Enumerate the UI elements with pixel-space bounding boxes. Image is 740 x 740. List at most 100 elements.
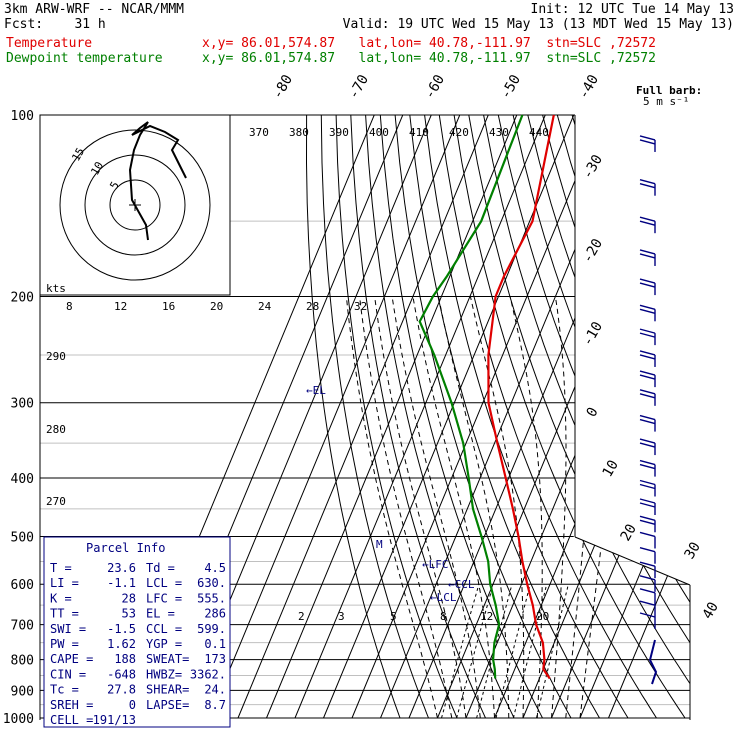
wind-barb-flag	[639, 502, 656, 508]
moist-adiabat	[551, 296, 567, 719]
wind-barb-flag	[639, 547, 656, 553]
valid-time: Valid: 19 UTC Wed 15 May 13 (13 MDT Wed …	[342, 17, 734, 32]
wind-barb-flag	[639, 278, 656, 284]
theta-e-label: 24	[258, 300, 272, 313]
mixing-ratio-line	[536, 584, 569, 719]
wind-barb-flag	[639, 515, 656, 521]
parcel-info-cell: 173	[204, 652, 226, 666]
isotherm	[294, 115, 546, 719]
temperature-tick-label: -70	[346, 72, 373, 102]
mixing-ratio-label: 12	[480, 610, 493, 623]
parcel-info-cell: 3362.	[190, 667, 226, 681]
dry-adiabat	[468, 115, 690, 719]
moist-adiabat	[509, 296, 543, 719]
wind-barb-flag	[639, 354, 656, 360]
parcel-info-cell: 28	[122, 591, 136, 605]
parcel-info-cell: -648	[107, 667, 136, 681]
level-marker-el: ←EL	[306, 384, 326, 397]
theta-e-label: 16	[162, 300, 175, 313]
hodo-units: kts	[46, 282, 66, 295]
moist-adiabat	[412, 296, 495, 719]
dry-adiabat	[586, 115, 690, 719]
isotherm	[408, 115, 660, 719]
wind-barb-flag	[639, 531, 656, 538]
theta-label: 410	[409, 126, 429, 139]
parcel-info-cell: SWEAT=	[146, 652, 189, 666]
mixing-ratio-label: 3	[338, 610, 345, 623]
pressure-tick-label: 400	[11, 472, 34, 487]
parcel-info-cell: CAPE =	[50, 652, 93, 666]
moist-adiabat	[391, 296, 481, 719]
pressure-tick-label: 800	[11, 654, 34, 669]
parcel-info-cell: LCL =	[146, 576, 182, 590]
wind-barb-flag	[639, 135, 656, 141]
wind-barb-flag	[639, 442, 656, 448]
dry-adiabat	[320, 115, 429, 719]
isotherm	[579, 115, 690, 719]
wind-barb-flag	[639, 304, 656, 310]
isotherm	[608, 115, 690, 719]
wind-barb-flag	[639, 483, 656, 490]
parcel-info-cell: EL =	[146, 607, 175, 621]
hodo-ring-label: 15	[69, 146, 87, 164]
mixing-ratio-line	[441, 584, 480, 719]
theta-e-label: 8	[66, 300, 73, 313]
parcel-info-cell: 27.8	[107, 683, 136, 697]
wind-barb-flag	[639, 588, 656, 594]
dry-adiabat	[438, 115, 657, 719]
wind-barb-flag	[639, 393, 656, 399]
wind-barb-cluster	[648, 639, 658, 685]
wind-barb-flag	[639, 463, 656, 470]
wind-barb-flag	[639, 418, 656, 425]
dry-adiabat	[305, 115, 401, 719]
dry-adiabat	[601, 115, 690, 719]
pressure-tick-label: 300	[11, 397, 34, 412]
parcel-info-cell: 0	[129, 698, 136, 712]
parcel-info-cell: Td =	[146, 561, 175, 575]
hodo-ring-label: 10	[88, 160, 106, 178]
temperature-tick-label: 40	[700, 599, 722, 622]
pressure-tick-label: 600	[11, 578, 34, 593]
parcel-info-cell: HWBZ=	[146, 667, 182, 681]
isotherm	[437, 115, 689, 719]
parcel-info-cell: -1.5	[107, 622, 136, 636]
parcel-info-panel: Parcel Info T = 23.6 Td = 4.5 LI = -1.1 LCL = 6…	[43, 536, 231, 728]
dry-adiabat	[424, 115, 629, 719]
barb-legend-units: 5 m s⁻¹	[643, 95, 689, 108]
parcel-info-cell: CELL =	[50, 713, 93, 727]
wind-barb-flag	[639, 438, 656, 444]
parcel-info-cell: 0.1	[204, 637, 226, 651]
level-marker-m: M	[376, 538, 383, 551]
isotherm	[351, 115, 603, 719]
pressure-tick-label: 200	[11, 291, 34, 306]
moist-adiabat	[469, 296, 525, 719]
parcel-info-cell: SWI =	[50, 622, 86, 636]
mixing-ratio-line	[456, 584, 494, 719]
pressure-tick-label: 700	[11, 619, 34, 634]
temperature-tick-label: -30	[580, 152, 607, 182]
wind-barb-flag	[639, 370, 656, 376]
wind-barb-flag	[639, 179, 656, 185]
wind-barb-flag	[639, 308, 656, 314]
mixing-ratio-line	[476, 584, 513, 719]
theta-label: 380	[289, 126, 309, 139]
parcel-info-cell: 630.	[197, 576, 226, 590]
temperature-legend: Temperature	[6, 36, 93, 51]
moist-adiabat	[565, 296, 598, 719]
theta-e-label: 12	[114, 300, 127, 313]
theta-label: 420	[449, 126, 469, 139]
parcel-info-cell: PW =	[50, 637, 79, 651]
theta-label: 390	[329, 126, 349, 139]
wind-barb-flag	[639, 575, 656, 581]
wind-barb-flag	[639, 479, 656, 486]
wind-barbs: Full barb:5 m s⁻¹	[636, 84, 702, 685]
mixing-ratio-line	[495, 584, 531, 719]
parcel-info-cell: 23.6	[107, 561, 136, 575]
wind-barb-flag	[639, 328, 656, 334]
wind-barb-flag	[639, 389, 656, 395]
dry-adiabat	[483, 115, 690, 719]
dry-adiabat	[453, 115, 686, 719]
dewpoint-station-info: x,y= 86.01,574.87 lat,lon= 40.78,-111.97…	[202, 51, 656, 66]
theta-label: 430	[489, 126, 509, 139]
level-marker-lcl: ←LCL	[430, 591, 457, 604]
